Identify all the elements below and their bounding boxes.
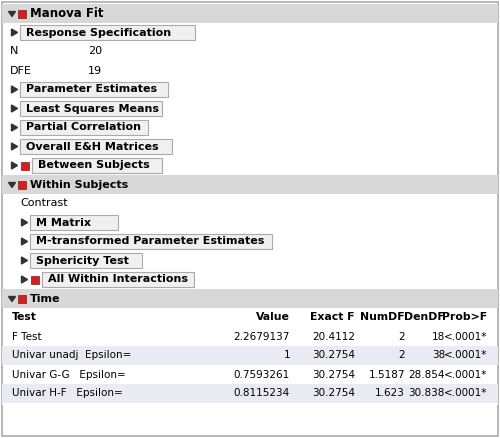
Bar [30, 253, 142, 268]
Bar [20, 120, 148, 135]
Polygon shape [22, 219, 28, 226]
Text: 19: 19 [88, 66, 102, 75]
Bar [20, 25, 195, 40]
Text: Univar unadj  Epsilon=: Univar unadj Epsilon= [12, 350, 132, 360]
Text: All Within Interactions: All Within Interactions [48, 275, 188, 285]
Text: Sphericity Test: Sphericity Test [36, 255, 129, 265]
Text: Univar G-G   Epsilon=: Univar G-G Epsilon= [12, 370, 126, 379]
Polygon shape [12, 29, 18, 36]
Text: Contrast: Contrast [20, 198, 68, 208]
Text: M Matrix: M Matrix [36, 218, 91, 227]
Bar [20, 101, 162, 116]
Text: N: N [10, 46, 18, 57]
Text: 2: 2 [398, 332, 405, 342]
Text: Between Subjects: Between Subjects [38, 160, 150, 170]
Polygon shape [22, 257, 28, 264]
Bar [20, 139, 172, 154]
Text: Least Squares Means: Least Squares Means [26, 103, 159, 113]
Text: 28.854: 28.854 [408, 370, 445, 379]
Text: 1.623: 1.623 [375, 389, 405, 399]
Bar [2, 4, 498, 23]
Text: <.0001*: <.0001* [444, 332, 487, 342]
Text: DFE: DFE [10, 66, 32, 75]
Text: Test: Test [12, 312, 37, 322]
Text: Exact F: Exact F [310, 312, 355, 322]
Text: M-transformed Parameter Estimates: M-transformed Parameter Estimates [36, 237, 264, 247]
Polygon shape [8, 11, 16, 17]
Text: Prob>F: Prob>F [442, 312, 487, 322]
Text: Univar H-F   Epsilon=: Univar H-F Epsilon= [12, 389, 123, 399]
Text: Overall E&H Matrices: Overall E&H Matrices [26, 141, 158, 152]
Text: 0.7593261: 0.7593261 [234, 370, 290, 379]
Polygon shape [12, 162, 18, 169]
Polygon shape [12, 105, 18, 112]
Polygon shape [22, 238, 28, 245]
Bar [2, 346, 498, 365]
Text: 30.2754: 30.2754 [312, 370, 355, 379]
Text: Within Subjects: Within Subjects [30, 180, 128, 190]
Text: 1.5187: 1.5187 [368, 370, 405, 379]
Text: Time: Time [30, 293, 60, 304]
Text: 30.2754: 30.2754 [312, 389, 355, 399]
Bar [21, 162, 29, 170]
Polygon shape [22, 276, 28, 283]
Text: 38: 38 [432, 350, 445, 360]
Text: DenDF: DenDF [404, 312, 445, 322]
Bar [2, 384, 498, 403]
Text: 2.2679137: 2.2679137 [234, 332, 290, 342]
Bar [42, 272, 194, 287]
Polygon shape [8, 297, 16, 301]
Text: 18: 18 [432, 332, 445, 342]
Text: NumDF: NumDF [360, 312, 405, 322]
Bar [2, 403, 498, 405]
Text: <.0001*: <.0001* [444, 370, 487, 379]
Bar [18, 294, 26, 303]
Text: Parameter Estimates: Parameter Estimates [26, 85, 157, 95]
Bar [20, 82, 168, 97]
Bar [31, 276, 39, 283]
Text: Partial Correlation: Partial Correlation [26, 123, 141, 133]
Text: 20: 20 [88, 46, 102, 57]
Bar [18, 180, 26, 188]
Text: F Test: F Test [12, 332, 42, 342]
Text: 2: 2 [398, 350, 405, 360]
Bar [2, 175, 498, 194]
Text: Manova Fit: Manova Fit [30, 7, 104, 20]
Polygon shape [8, 183, 16, 187]
Polygon shape [12, 124, 18, 131]
Bar [2, 289, 498, 308]
Bar [30, 215, 118, 230]
Bar [18, 10, 26, 18]
Bar [30, 234, 272, 249]
Text: 1: 1 [284, 350, 290, 360]
Text: Value: Value [256, 312, 290, 322]
Text: <.0001*: <.0001* [444, 389, 487, 399]
Polygon shape [12, 143, 18, 150]
Text: 30.838: 30.838 [408, 389, 445, 399]
Text: <.0001*: <.0001* [444, 350, 487, 360]
Text: 20.4112: 20.4112 [312, 332, 355, 342]
Text: 0.8115234: 0.8115234 [234, 389, 290, 399]
Polygon shape [12, 86, 18, 93]
Text: Response Specification: Response Specification [26, 28, 171, 38]
Text: 30.2754: 30.2754 [312, 350, 355, 360]
Bar [32, 158, 162, 173]
